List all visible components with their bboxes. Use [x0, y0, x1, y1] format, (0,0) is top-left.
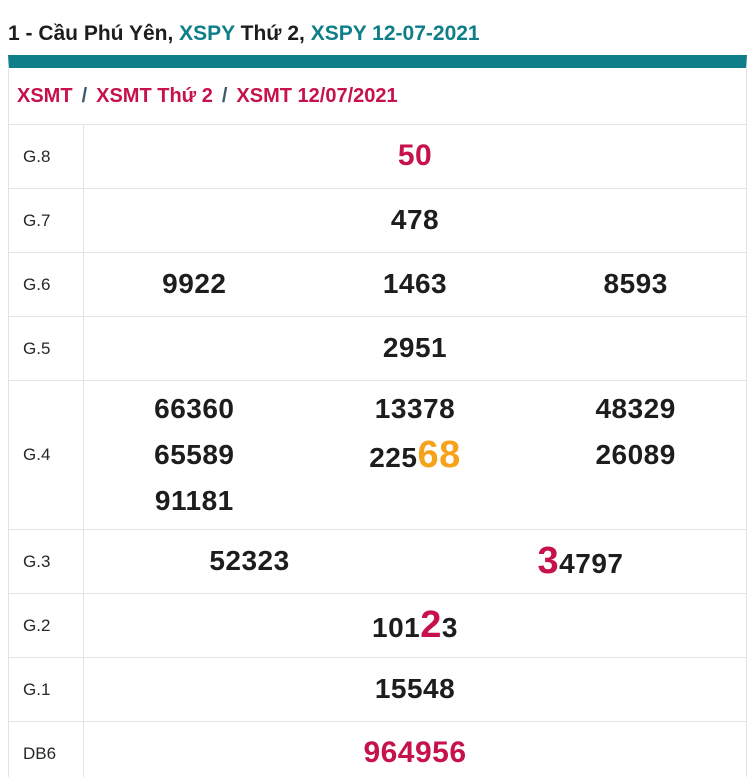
title-text: 1 - Cầu Phú Yên, [8, 22, 180, 45]
breadcrumb-separator: / [221, 84, 228, 107]
digits: 52323 [209, 545, 290, 577]
prize-label: G.2 [9, 594, 84, 657]
prize-values: 964956 [84, 722, 746, 777]
digits: 91181 [154, 485, 234, 517]
table-row: G.8 50 [9, 125, 746, 189]
prize-label: G.5 [9, 317, 84, 380]
prize-values: 9922 1463 8593 [84, 253, 746, 316]
prize-number: 34797 [538, 542, 624, 580]
table-row: G.6 9922 1463 8593 [9, 253, 746, 317]
prize-number: 52323 [209, 545, 289, 577]
prize-number: 50 [398, 139, 432, 174]
prize-values: 66360 13378 48329 65589 22568 26089 91181 [84, 381, 746, 529]
digits: 65589 [154, 438, 235, 470]
prize-number: 15548 [375, 673, 455, 705]
highlighted-digits: 964956 [363, 736, 467, 770]
prize-values: 2951 [84, 317, 746, 380]
digits: 4797 [559, 548, 624, 580]
prize-number: 10123 [372, 606, 458, 644]
prize-number: 66360 [154, 393, 234, 425]
digits: 13378 [374, 392, 456, 424]
digits: 3 [441, 612, 458, 644]
digits: 9922 [162, 268, 227, 300]
page-title: 1 - Cầu Phú Yên, XSPY Thứ 2, XSPY 12-07-… [8, 21, 744, 46]
prize-values: 50 [84, 125, 746, 188]
title-text: Thứ 2, [234, 22, 311, 45]
prize-label: DB6 [9, 722, 84, 777]
table-row: G.3 52323 34797 [9, 530, 746, 594]
table-row: G.5 2951 [9, 317, 746, 381]
table-row: DB6 964956 [9, 722, 746, 777]
prize-values: 10123 [84, 594, 746, 657]
title-link[interactable]: XSPY [179, 22, 235, 45]
prize-number: 964956 [363, 736, 466, 771]
breadcrumb-item[interactable]: XSMT [17, 84, 73, 107]
prize-number: 48329 [595, 393, 675, 425]
prize-number: 8593 [604, 268, 668, 300]
highlighted-digits: 2 [420, 604, 442, 647]
prize-values: 52323 34797 [84, 530, 746, 593]
table-row: G.7 478 [9, 189, 746, 253]
digits: 8593 [603, 268, 668, 300]
highlighted-digits: 50 [397, 139, 433, 173]
digits: 48329 [595, 392, 676, 424]
prize-label: G.4 [9, 381, 84, 529]
breadcrumb-item[interactable]: XSMT 12/07/2021 [236, 84, 398, 107]
prize-number: 91181 [155, 485, 234, 517]
prize-number: 13378 [375, 393, 455, 425]
prize-label: G.6 [9, 253, 84, 316]
prize-number: 22568 [369, 436, 461, 474]
prize-number: 26089 [595, 439, 675, 471]
prize-label: G.8 [9, 125, 84, 188]
digits: 101 [372, 612, 421, 644]
highlighted-digits: 3 [537, 540, 560, 583]
breadcrumb: XSMT / XSMT Thứ 2 / XSMT 12/07/2021 [9, 68, 746, 125]
digits: 15548 [374, 673, 456, 705]
digits: 478 [390, 204, 440, 236]
table-row: G.1 15548 [9, 658, 746, 722]
digits: 1463 [382, 268, 448, 300]
highlighted-digits: 68 [417, 433, 461, 476]
lottery-panel: XSMT / XSMT Thứ 2 / XSMT 12/07/2021 G.8 50 G.7… [8, 55, 747, 777]
digits: 26089 [595, 438, 676, 470]
digits: 2951 [382, 332, 448, 364]
prize-values: 15548 [84, 658, 746, 721]
table-row: G.2 10123 [9, 594, 746, 658]
breadcrumb-separator: / [81, 84, 88, 107]
title-link[interactable]: XSPY 12-07-2021 [310, 22, 480, 45]
table-row: G.4 66360 13378 48329 65589 22568 26089 91181 [9, 381, 746, 530]
prize-values: 478 [84, 189, 746, 252]
prize-label: G.3 [9, 530, 84, 593]
digits: 66360 [154, 392, 235, 424]
prize-number: 9922 [162, 268, 226, 300]
prize-label: G.7 [9, 189, 84, 252]
breadcrumb-item[interactable]: XSMT Thứ 2 [96, 84, 213, 107]
prize-number: 2951 [383, 332, 447, 364]
results-table: G.8 50 G.7 478 G.6 9922 1463 8593 G.5 2951 G.4 6636… [9, 125, 746, 777]
digits: 225 [369, 441, 418, 473]
prize-number: 478 [391, 204, 439, 236]
prize-number: 65589 [154, 439, 234, 471]
prize-label: G.1 [9, 658, 84, 721]
prize-number: 1463 [383, 268, 447, 300]
